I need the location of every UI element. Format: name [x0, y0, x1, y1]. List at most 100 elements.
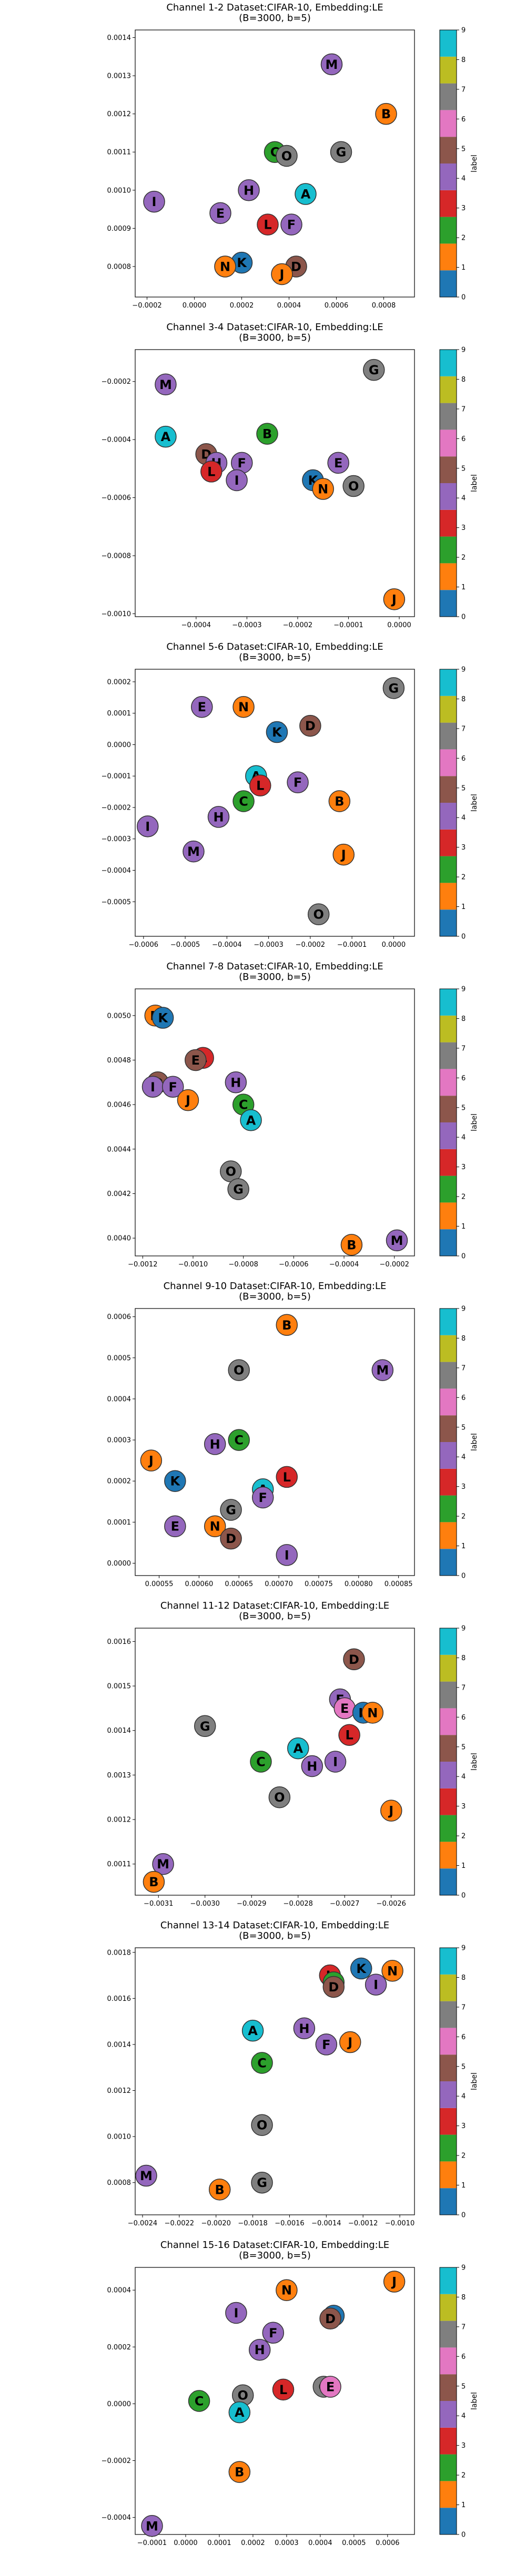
point-label: G	[336, 145, 347, 160]
y-tick-label: 0.0013	[107, 1772, 132, 1780]
colorbar-segment	[440, 1654, 457, 1682]
x-tick-label: −0.0006	[279, 1261, 308, 1269]
data-point-c: C	[251, 2052, 273, 2074]
chart-subtitle: (B=3000, b=5)	[239, 972, 311, 983]
point-marker	[137, 815, 159, 837]
chart-panel: Channel 13-14 Dataset:CIFAR-10, Embeddin…	[107, 1920, 479, 2227]
colorbar-label: label	[470, 1113, 479, 1131]
colorbar-tick-label: 9	[461, 2264, 466, 2272]
plot-area	[135, 669, 415, 937]
point-marker	[361, 1702, 384, 1724]
colorbar-tick-label: 9	[461, 1305, 466, 1313]
point-label: E	[216, 206, 225, 221]
point-label: O	[348, 479, 359, 494]
point-marker	[251, 2114, 273, 2136]
x-tick-label: −0.0030	[190, 1900, 220, 1908]
colorbar-tick-label: 1	[461, 903, 466, 911]
data-point-e: E	[319, 2376, 341, 2398]
x-tick-label: −0.0012	[348, 2220, 378, 2227]
point-label: H	[213, 810, 224, 824]
data-point-i: I	[225, 2302, 247, 2324]
point-marker	[226, 469, 248, 492]
point-marker	[155, 373, 177, 396]
data-point-d: D	[299, 714, 321, 737]
data-point-d: D	[319, 2307, 341, 2330]
data-point-n: N	[214, 255, 236, 278]
point-marker	[266, 721, 288, 743]
x-tick-label: −0.0001	[137, 2539, 167, 2547]
point-marker	[324, 1751, 347, 1773]
y-tick-label: 0.0011	[107, 1861, 132, 1868]
x-tick-label: −0.0003	[232, 621, 261, 629]
data-point-h: H	[248, 2338, 271, 2361]
data-point-c: C	[228, 1429, 250, 1451]
colorbar-segment	[440, 2401, 457, 2428]
colorbar: 0 1 2 3 4 5 6 7 8 9 label	[439, 346, 479, 621]
chart-subtitle: (B=3000, b=5)	[239, 652, 311, 663]
point-label: M	[376, 1363, 389, 1378]
y-tick-label: 0.0014	[107, 2041, 132, 2049]
data-point-h: H	[238, 179, 260, 201]
point-marker	[301, 1755, 323, 1777]
colorbar: 0 1 2 3 4 5 6 7 8 9 label	[439, 1625, 479, 1900]
point-marker	[164, 1470, 186, 1492]
colorbar-segment	[440, 883, 457, 910]
data-point-m: M	[371, 1359, 394, 1381]
x-tick-label: −0.0001	[337, 941, 367, 949]
point-marker	[312, 478, 334, 500]
point-label: H	[307, 1759, 317, 1774]
point-marker	[386, 1229, 408, 1252]
point-marker	[194, 1715, 216, 1737]
colorbar-tick-label: 8	[461, 1335, 466, 1343]
x-tick-label: 0.0004	[308, 2539, 332, 2547]
colorbar-tick-label: 2	[461, 234, 466, 242]
y-tick-label: 0.0046	[107, 1101, 132, 1109]
point-marker	[220, 1527, 242, 1550]
point-marker	[375, 103, 397, 125]
data-point-g: G	[330, 141, 352, 163]
point-label: B	[347, 1238, 356, 1252]
colorbar-segment	[440, 403, 457, 430]
colorbar-segment	[440, 1042, 457, 1069]
point-label: G	[200, 1719, 210, 1734]
x-tick-label: −0.0004	[329, 1261, 359, 1269]
colorbar-segment	[440, 163, 457, 190]
colorbar-segment	[440, 1415, 457, 1442]
colorbar-segment	[440, 909, 457, 936]
point-marker	[225, 2302, 247, 2324]
plot-area	[135, 1628, 415, 1896]
y-tick-label: 0.0008	[107, 263, 132, 271]
colorbar-segment	[440, 989, 457, 1016]
colorbar-tick-label: 4	[461, 175, 466, 183]
y-tick-label: 0.0001	[107, 710, 132, 718]
data-point-l: L	[257, 213, 279, 236]
data-point-a: A	[240, 1109, 262, 1131]
chart-title: Channel 7-8 Dataset:CIFAR-10, Embedding:…	[166, 961, 383, 972]
x-tick-label: 0.0004	[277, 302, 301, 310]
point-marker	[299, 714, 321, 737]
y-tick-label: −0.0004	[102, 867, 131, 875]
x-tick-label: 0.0000	[183, 302, 207, 310]
colorbar-tick-label: 2	[461, 2152, 466, 2160]
point-marker	[204, 1433, 226, 1455]
colorbar-tick-label: 2	[461, 1833, 466, 1841]
colorbar-tick-label: 0	[461, 1892, 466, 1900]
point-label: C	[234, 1433, 244, 1448]
data-point-e: E	[164, 1515, 186, 1537]
plot-area	[135, 349, 415, 617]
data-point-h: H	[207, 806, 230, 828]
colorbar-segment	[440, 190, 457, 217]
point-marker	[271, 263, 293, 285]
colorbar-tick-label: 3	[461, 844, 466, 852]
data-point-a: A	[241, 2019, 264, 2042]
chart-title: Channel 9-10 Dataset:CIFAR-10, Embedding…	[164, 1281, 387, 1292]
point-label: L	[279, 2383, 287, 2397]
point-marker	[276, 2279, 298, 2301]
data-point-f: F	[162, 1076, 184, 1098]
colorbar-segment	[440, 696, 457, 723]
y-tick-label: 0.0014	[107, 1727, 132, 1735]
point-label: N	[210, 1519, 220, 1534]
data-point-j: J	[271, 263, 293, 285]
x-tick-label: −0.0003	[254, 941, 283, 949]
data-point-f: F	[262, 2322, 285, 2344]
